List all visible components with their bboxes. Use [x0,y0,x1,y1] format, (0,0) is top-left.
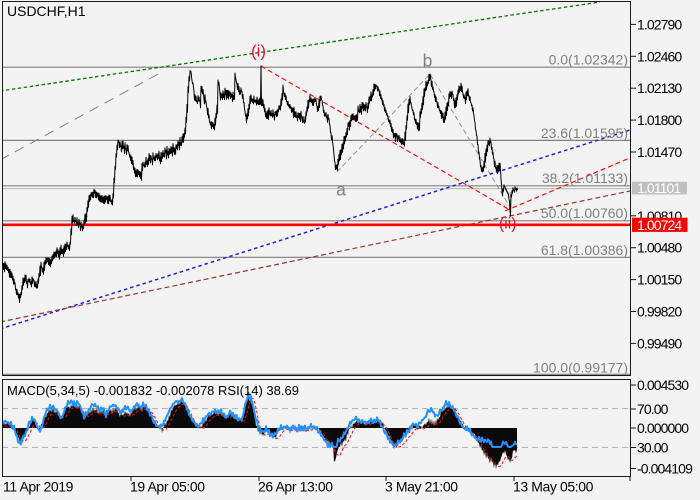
svg-text:a: a [336,180,346,200]
svg-text:13 May 05:00: 13 May 05:00 [513,479,594,495]
svg-text:0.0(1.02342): 0.0(1.02342) [549,52,628,68]
svg-text:61.8(1.00386): 61.8(1.00386) [541,242,628,258]
svg-text:26 Apr 13:00: 26 Apr 13:00 [258,479,333,495]
svg-text:(i): (i) [251,42,266,61]
svg-text:1.01101: 1.01101 [637,180,681,196]
svg-text:1.01470: 1.01470 [637,144,682,160]
svg-text:11 Apr 2019: 11 Apr 2019 [3,479,74,495]
svg-text:1.01800: 1.01800 [637,112,682,128]
svg-text:1.00480: 1.00480 [637,240,682,256]
svg-text:0.99490: 0.99490 [637,335,682,351]
svg-text:1.02460: 1.02460 [637,48,682,64]
svg-text:100.0(0.99177): 100.0(0.99177) [533,360,628,376]
svg-text:MACD(5,34,5) -0.001832 -0.0020: MACD(5,34,5) -0.001832 -0.002078 RSI(14)… [7,383,299,398]
svg-text:3 May 21:00: 3 May 21:00 [385,479,458,495]
svg-text:19 Apr 05:00: 19 Apr 05:00 [130,479,205,495]
svg-text:1.00150: 1.00150 [637,272,682,288]
svg-text:USDCHF,H1: USDCHF,H1 [7,3,86,19]
svg-text:1.02130: 1.02130 [637,80,682,96]
svg-text:1.00724: 1.00724 [637,217,682,233]
svg-text:50.0(1.00760): 50.0(1.00760) [541,205,628,221]
svg-text:b: b [423,51,433,71]
svg-text:0.99820: 0.99820 [637,304,682,320]
svg-text:0.004530: 0.004530 [637,377,689,393]
svg-text:(ii): (ii) [499,216,517,233]
svg-text:70.00: 70.00 [637,401,669,417]
svg-text:-0.004109: -0.004109 [637,461,693,477]
svg-text:23.6(1.01595): 23.6(1.01595) [541,125,628,141]
svg-text:0.000000: 0.000000 [637,420,689,436]
svg-text:30.00: 30.00 [637,440,669,456]
svg-text:38.2(1.01133): 38.2(1.01133) [542,170,628,186]
svg-text:1.02790: 1.02790 [637,16,682,32]
